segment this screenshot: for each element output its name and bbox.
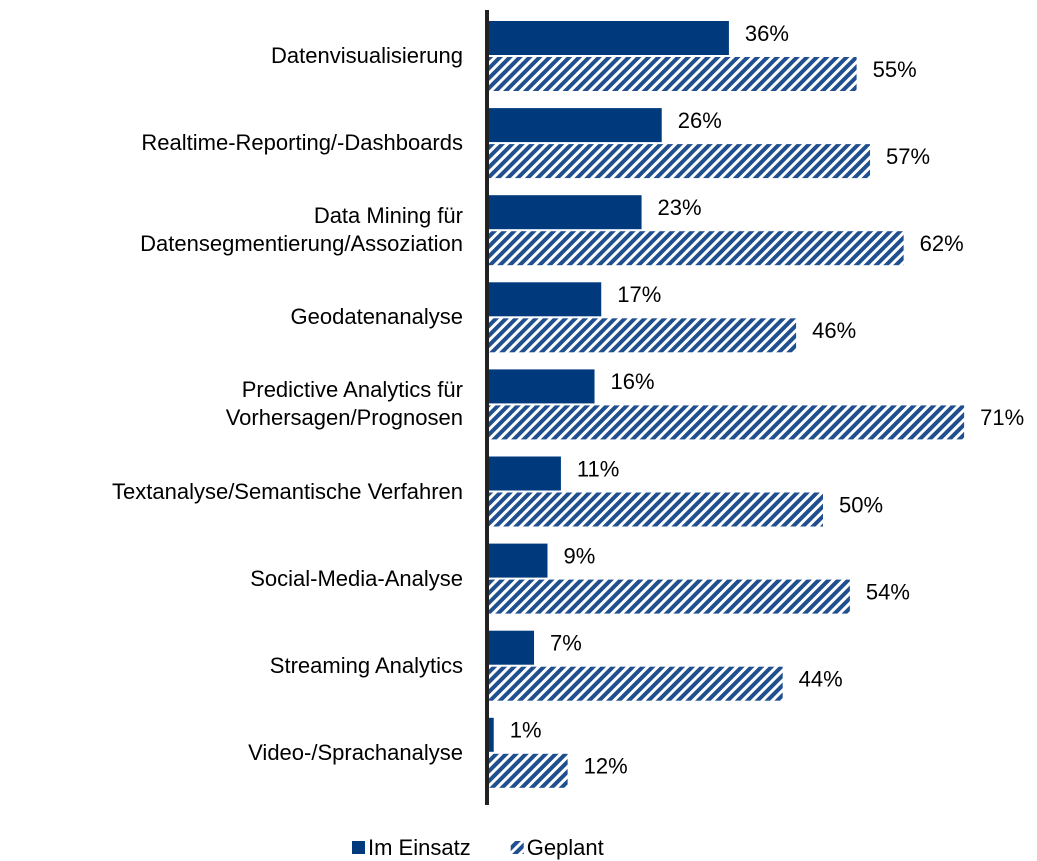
value-label: 9% (563, 543, 595, 568)
value-label: 62% (920, 231, 964, 256)
value-label: 36% (745, 21, 789, 46)
bar (487, 21, 729, 55)
value-label: 23% (658, 195, 702, 220)
bar (487, 492, 823, 527)
category-label: Geodatenanalyse (290, 304, 463, 330)
legend-swatch (352, 841, 365, 854)
bar (487, 57, 857, 91)
bar (487, 753, 568, 788)
bar (487, 108, 662, 143)
category-label: Textanalyse/Semantische Verfahren (112, 478, 463, 504)
value-label: 7% (550, 631, 582, 656)
value-label: 57% (886, 144, 930, 169)
value-label: 71% (980, 405, 1024, 430)
bar (487, 369, 595, 404)
legend-label: Geplant (527, 835, 604, 860)
bar (487, 666, 783, 701)
legend-label: Im Einsatz (368, 835, 471, 860)
category-label: Realtime-Reporting/-Dashboards (141, 130, 463, 156)
bar (487, 282, 602, 317)
legend-swatch (510, 841, 524, 854)
value-label: 26% (678, 108, 722, 133)
bar (487, 405, 965, 440)
value-label: 50% (839, 492, 883, 517)
value-label: 16% (611, 369, 655, 394)
value-label: 1% (510, 718, 542, 743)
value-label: 44% (799, 667, 843, 692)
bar (487, 579, 850, 614)
category-label: Predictive Analytics für Vorhersagen/Pro… (225, 377, 463, 431)
category-label: Data Mining für Datensegmentierung/Assoz… (140, 203, 463, 257)
value-label: 55% (873, 57, 917, 82)
bar (487, 195, 642, 230)
bar (487, 456, 561, 491)
bar (487, 231, 904, 266)
value-label: 46% (812, 318, 856, 343)
category-label: Video-/Sprachanalyse (248, 739, 463, 765)
bar (487, 144, 871, 179)
value-label: 54% (866, 579, 910, 604)
bar (487, 543, 548, 578)
value-label: 11% (577, 456, 619, 481)
bar (487, 630, 535, 665)
bar (487, 318, 797, 353)
category-label: Streaming Analytics (269, 652, 463, 678)
category-label: Datenvisualisierung (271, 43, 463, 68)
category-label: Social-Media-Analyse (250, 565, 463, 591)
value-label: 12% (584, 754, 628, 779)
bar (487, 717, 494, 752)
value-label: 17% (617, 282, 661, 307)
